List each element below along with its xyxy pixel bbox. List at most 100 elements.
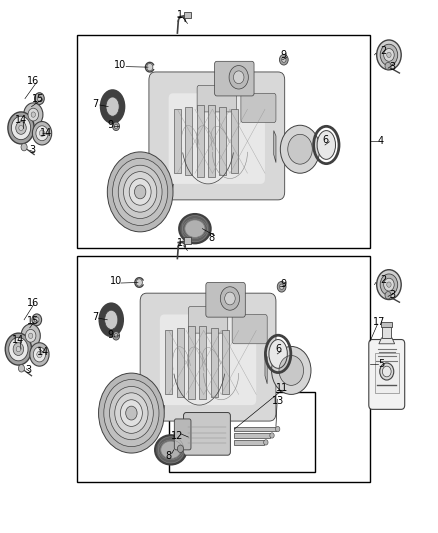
Circle shape [16, 346, 21, 352]
Circle shape [9, 337, 28, 361]
Bar [177, 328, 184, 397]
FancyBboxPatch shape [369, 340, 405, 409]
Circle shape [8, 112, 34, 144]
Bar [234, 433, 270, 438]
Circle shape [25, 329, 36, 342]
Bar [222, 330, 229, 394]
FancyBboxPatch shape [184, 413, 230, 455]
Circle shape [380, 363, 394, 380]
Circle shape [21, 324, 40, 348]
Bar [165, 330, 172, 394]
Circle shape [233, 71, 244, 84]
Ellipse shape [106, 97, 119, 116]
Text: 17: 17 [373, 318, 385, 327]
Text: 7: 7 [92, 99, 99, 109]
Circle shape [11, 116, 31, 140]
Bar [169, 392, 315, 472]
Circle shape [279, 284, 284, 289]
Circle shape [104, 379, 159, 447]
Text: 14: 14 [15, 115, 27, 125]
Circle shape [37, 351, 42, 358]
Circle shape [110, 386, 153, 440]
Circle shape [385, 62, 391, 70]
Circle shape [107, 152, 173, 232]
Text: 16: 16 [27, 298, 39, 308]
Circle shape [118, 165, 162, 219]
Text: 10: 10 [110, 277, 122, 286]
Circle shape [387, 282, 391, 287]
Circle shape [19, 125, 23, 131]
FancyBboxPatch shape [241, 93, 276, 123]
Bar [77, 35, 370, 248]
Circle shape [120, 400, 142, 426]
Text: 6: 6 [322, 135, 328, 144]
Bar [199, 326, 206, 399]
Circle shape [387, 52, 391, 58]
Text: 15: 15 [32, 94, 45, 103]
Circle shape [385, 292, 391, 299]
FancyBboxPatch shape [188, 306, 228, 333]
Circle shape [18, 365, 25, 372]
Bar [231, 109, 238, 173]
Circle shape [177, 445, 184, 453]
Polygon shape [160, 357, 169, 432]
Circle shape [28, 108, 39, 121]
Circle shape [220, 287, 240, 310]
Bar [188, 326, 195, 399]
Circle shape [377, 40, 401, 70]
Circle shape [13, 343, 24, 356]
Text: 14: 14 [37, 347, 49, 357]
Text: 2: 2 [380, 46, 386, 55]
Circle shape [147, 63, 153, 71]
Circle shape [33, 347, 46, 362]
FancyBboxPatch shape [174, 419, 191, 450]
Text: 8: 8 [208, 233, 215, 243]
Text: 9: 9 [281, 279, 287, 288]
Bar [382, 326, 391, 338]
FancyBboxPatch shape [197, 85, 237, 112]
FancyBboxPatch shape [169, 93, 265, 184]
Circle shape [279, 54, 288, 65]
Circle shape [24, 103, 43, 126]
Circle shape [99, 373, 164, 453]
Circle shape [384, 49, 394, 61]
Circle shape [288, 134, 312, 164]
Ellipse shape [161, 441, 181, 458]
Circle shape [35, 317, 39, 322]
Text: 3: 3 [30, 146, 36, 155]
Text: 12: 12 [171, 431, 184, 441]
Text: 9: 9 [281, 51, 287, 60]
Circle shape [270, 433, 274, 438]
Bar [375, 353, 399, 393]
Text: 13: 13 [272, 396, 284, 406]
Bar [234, 427, 276, 431]
Circle shape [272, 346, 311, 394]
Circle shape [225, 292, 235, 305]
Text: 5: 5 [378, 359, 384, 368]
Bar [211, 328, 218, 397]
Polygon shape [379, 338, 395, 344]
Text: 16: 16 [27, 76, 39, 86]
Circle shape [126, 406, 137, 420]
Ellipse shape [269, 340, 287, 368]
Circle shape [113, 122, 120, 131]
Circle shape [28, 333, 33, 338]
FancyBboxPatch shape [160, 314, 256, 405]
Circle shape [35, 93, 44, 104]
Circle shape [39, 130, 45, 136]
FancyBboxPatch shape [149, 72, 285, 200]
Circle shape [377, 270, 401, 300]
Circle shape [114, 334, 118, 338]
Text: 2: 2 [380, 275, 386, 285]
Polygon shape [169, 136, 177, 211]
Circle shape [136, 279, 142, 286]
Text: 14: 14 [12, 335, 25, 345]
Bar [219, 107, 226, 175]
Bar [234, 440, 264, 445]
Ellipse shape [185, 220, 205, 238]
Text: 11: 11 [276, 383, 288, 393]
Bar [184, 12, 191, 18]
Bar [381, 322, 392, 327]
Text: 10: 10 [114, 60, 127, 70]
Circle shape [380, 274, 398, 295]
